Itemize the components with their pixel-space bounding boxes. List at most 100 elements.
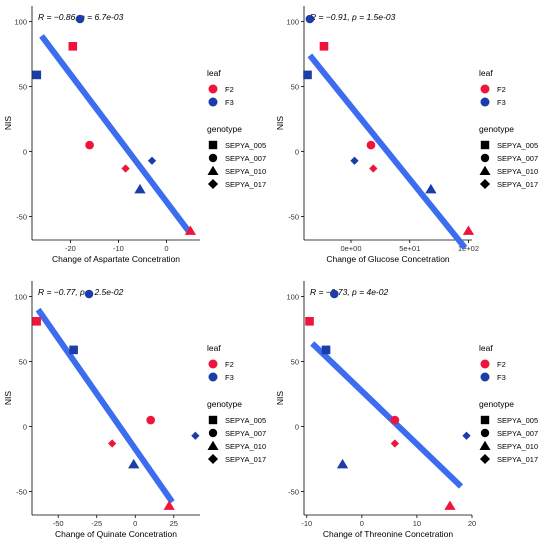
y-axis-title: NIS bbox=[3, 391, 13, 406]
y-tick-label: 100 bbox=[14, 292, 27, 301]
y-axis-title: NIS bbox=[3, 116, 13, 131]
legend-swatch-sepya-005 bbox=[480, 415, 490, 425]
data-point-f3-sepya-007 bbox=[305, 14, 315, 24]
x-tick-label: -25 bbox=[91, 519, 102, 528]
legend-swatch-f2 bbox=[208, 84, 218, 94]
legend-label-sepya-007: SEPYA_007 bbox=[497, 154, 538, 163]
data-point-f3-sepya-010 bbox=[425, 183, 437, 194]
legend-label-sepya-005: SEPYA_005 bbox=[497, 416, 538, 425]
legend-label-sepya-005: SEPYA_005 bbox=[497, 141, 538, 150]
y-axis-title: NIS bbox=[275, 116, 285, 131]
legend-swatch-sepya-017 bbox=[207, 453, 219, 465]
legend-swatch-sepya-017 bbox=[479, 178, 491, 190]
data-point-f2-sepya-010 bbox=[462, 225, 475, 235]
x-axis-title: Change of Glucose Concetration bbox=[326, 254, 450, 264]
legend-label-f3: F3 bbox=[225, 98, 234, 107]
stat-annotation: R = −0.91, p = 1.5e-03 bbox=[310, 12, 396, 22]
panel-glucose: -50 0 50 100 0e+00 5e+01 1e+02 Change of Glucos… bbox=[272, 0, 544, 275]
x-tick-label: 0e+00 bbox=[340, 244, 361, 253]
data-point-f3-sepya-005 bbox=[303, 70, 312, 80]
legend-genotype-title: genotype bbox=[207, 399, 242, 409]
legend-swatch-sepya-017 bbox=[207, 178, 219, 190]
y-tick-label: 0 bbox=[295, 422, 299, 431]
y-tick-label: -50 bbox=[288, 487, 299, 496]
legend-swatch-sepya-010 bbox=[479, 440, 491, 450]
data-point-f2-sepya-017 bbox=[369, 164, 378, 173]
regression-line bbox=[307, 53, 468, 250]
legend-swatch-f2 bbox=[208, 359, 218, 369]
x-tick-label: 5e+01 bbox=[399, 244, 420, 253]
data-point-f2-sepya-017 bbox=[121, 164, 130, 173]
legend-label-f3: F3 bbox=[497, 373, 506, 382]
regression-line bbox=[35, 307, 175, 504]
data-point-f2-sepya-010 bbox=[163, 500, 175, 510]
legend-swatch-sepya-005 bbox=[208, 140, 218, 150]
y-tick-label: 50 bbox=[19, 82, 27, 91]
x-axis-title: Change of Quinate Concetration bbox=[55, 529, 177, 539]
legend-label-sepya-017: SEPYA_017 bbox=[225, 455, 266, 464]
legend-leaf-title: leaf bbox=[207, 68, 221, 78]
data-point-f2-sepya-005 bbox=[32, 317, 41, 326]
x-tick-label: -20 bbox=[65, 244, 76, 253]
legend-swatch-sepya-005 bbox=[208, 415, 218, 425]
y-tick-label: 100 bbox=[286, 17, 299, 26]
data-point-f3-sepya-010 bbox=[336, 458, 349, 469]
data-point-f3-sepya-007 bbox=[84, 289, 94, 299]
legend-swatch-sepya-007 bbox=[208, 428, 218, 438]
data-point-f2-sepya-010 bbox=[184, 225, 197, 235]
data-point-f3-sepya-017 bbox=[350, 156, 359, 165]
data-point-f3-sepya-007 bbox=[329, 289, 339, 299]
stat-annotation: R = −0.73, p = 4e-02 bbox=[310, 287, 388, 297]
data-point-f3-sepya-010 bbox=[134, 183, 146, 194]
legend-label-f3: F3 bbox=[497, 98, 506, 107]
panel-quinate: -50 0 50 100 -50 -25 0 25 Change of Quinate Conc… bbox=[0, 275, 272, 550]
y-tick-label: -50 bbox=[16, 212, 27, 221]
legend-swatch-sepya-007 bbox=[480, 153, 490, 163]
legend-swatch-sepya-010 bbox=[207, 165, 219, 175]
y-tick-label: 0 bbox=[23, 422, 27, 431]
legend-genotype-title: genotype bbox=[207, 124, 242, 134]
y-tick-label: -50 bbox=[16, 487, 27, 496]
y-tick-label: 50 bbox=[19, 357, 27, 366]
y-tick-label: 0 bbox=[295, 147, 299, 156]
data-point-f3-sepya-007 bbox=[75, 14, 85, 24]
data-point-f3-sepya-005 bbox=[69, 345, 78, 355]
legend-swatch-f3 bbox=[208, 372, 218, 382]
legend-label-sepya-010: SEPYA_010 bbox=[497, 442, 538, 451]
data-point-f3-sepya-017 bbox=[462, 431, 471, 440]
legend-swatch-sepya-017 bbox=[479, 453, 491, 465]
legend-label-sepya-010: SEPYA_010 bbox=[225, 167, 266, 176]
data-point-f2-sepya-007 bbox=[85, 140, 94, 150]
legend-label-sepya-005: SEPYA_005 bbox=[225, 141, 266, 150]
panel-aspartate: -50 0 50 100 -20 -10 0 Change of Aspartate Conc… bbox=[0, 0, 272, 275]
data-point-f2-sepya-007 bbox=[390, 415, 400, 425]
legend-label-sepya-007: SEPYA_007 bbox=[225, 429, 266, 438]
y-tick-label: -50 bbox=[288, 212, 299, 221]
legend-swatch-sepya-007 bbox=[480, 428, 490, 438]
legend-swatch-sepya-010 bbox=[479, 165, 491, 175]
legend-leaf-title: leaf bbox=[479, 68, 493, 78]
data-point-f2-sepya-005 bbox=[305, 317, 314, 326]
data-point-f2-sepya-007 bbox=[146, 415, 155, 425]
legend-label-f2: F2 bbox=[497, 360, 506, 369]
data-point-f3-sepya-017 bbox=[191, 431, 200, 440]
legend-genotype-title: genotype bbox=[479, 399, 514, 409]
legend-label-sepya-017: SEPYA_017 bbox=[225, 180, 266, 189]
legend-leaf-title: leaf bbox=[207, 343, 221, 353]
data-point-f3-sepya-005 bbox=[32, 70, 42, 80]
legend-label-sepya-017: SEPYA_017 bbox=[497, 180, 538, 189]
x-tick-label: 20 bbox=[468, 519, 476, 528]
x-tick-label: 25 bbox=[170, 519, 178, 528]
chart-glucose: -50 0 50 100 0e+00 5e+01 1e+02 Change of Glucos… bbox=[275, 6, 538, 264]
y-tick-label: 100 bbox=[286, 292, 299, 301]
legend-swatch-f2 bbox=[480, 84, 490, 94]
regression-line bbox=[310, 341, 464, 489]
x-tick-label: 0 bbox=[360, 519, 364, 528]
panel-threonine: -50 0 50 100 -10 0 10 20 Change of Threonine Con… bbox=[272, 275, 544, 550]
data-point-f2-sepya-005 bbox=[68, 42, 78, 51]
legend-genotype-title: genotype bbox=[479, 124, 514, 134]
legend-swatch-sepya-010 bbox=[207, 440, 219, 450]
legend-label-sepya-007: SEPYA_007 bbox=[225, 154, 266, 163]
